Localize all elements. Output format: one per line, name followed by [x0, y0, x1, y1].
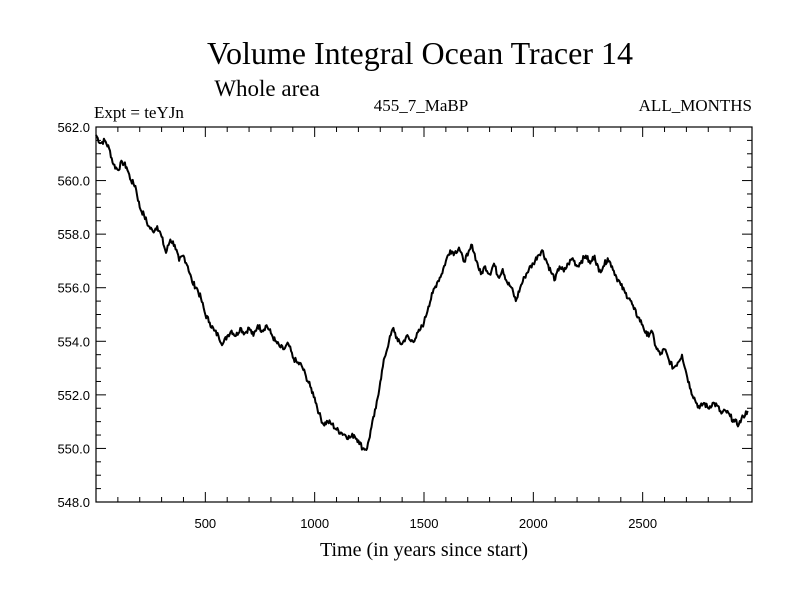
header-right: ALL_MONTHS	[639, 96, 752, 115]
chart-title: Volume Integral Ocean Tracer 14	[207, 35, 633, 71]
x-tick-label: 2500	[628, 516, 657, 531]
x-tick-label: 1500	[410, 516, 439, 531]
plot-frame	[95, 126, 753, 503]
x-tick-label: 2000	[519, 516, 548, 531]
series-line	[95, 134, 749, 451]
y-tick-label: 552.0	[57, 388, 90, 403]
y-tick-label: 560.0	[57, 174, 90, 189]
y-tick-label: 554.0	[57, 334, 90, 349]
x-tick-label: 500	[194, 516, 216, 531]
y-tick-label: 556.0	[57, 281, 90, 296]
chart-subtitle: Whole area	[214, 76, 319, 101]
y-axis: 548.0 550.0 552.0 554.0 556.0 558.0 560.0 562.0	[57, 120, 752, 510]
y-tick-label: 558.0	[57, 227, 90, 242]
y-tick-label: 550.0	[57, 441, 90, 456]
x-axis: 500 1000 1500 2000 2500	[117, 127, 731, 531]
header-left: Expt = teYJn	[94, 103, 184, 122]
header-center: 455_7_MaBP	[374, 96, 468, 115]
x-tick-label: 1000	[300, 516, 329, 531]
x-axis-label: Time (in years since start)	[320, 539, 528, 561]
y-tick-label: 548.0	[57, 495, 90, 510]
y-tick-label: 562.0	[57, 120, 90, 135]
